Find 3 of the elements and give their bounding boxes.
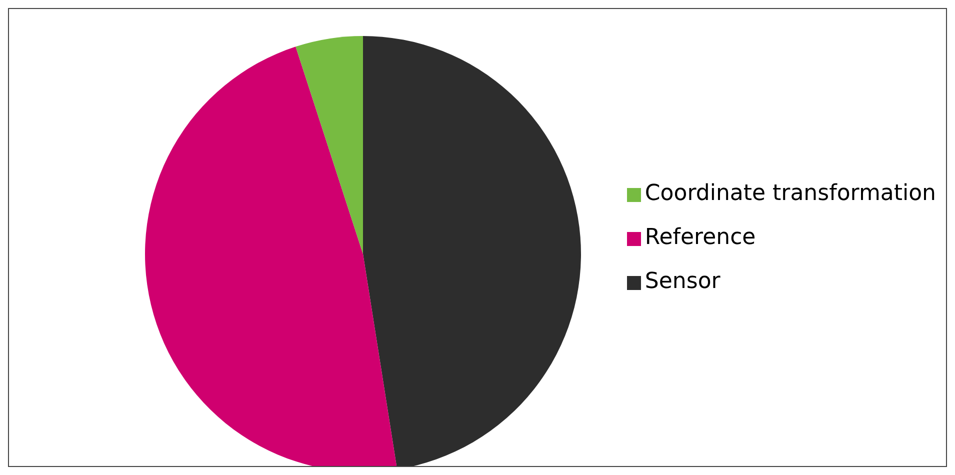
legend-label: Coordinate transformation — [644, 180, 936, 206]
legend-label: Reference — [644, 224, 756, 250]
legend-label: Sensor — [644, 268, 720, 294]
